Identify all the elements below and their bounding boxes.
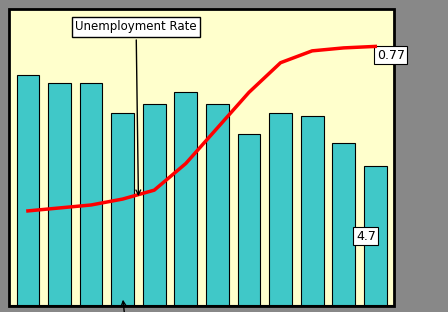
- Bar: [111, 113, 134, 306]
- Bar: [332, 143, 355, 306]
- Bar: [301, 116, 323, 306]
- Bar: [48, 83, 71, 306]
- Bar: [80, 83, 103, 306]
- Bar: [237, 134, 260, 306]
- Bar: [174, 92, 197, 306]
- Text: 0.77: 0.77: [377, 49, 405, 62]
- Bar: [364, 166, 387, 306]
- Bar: [17, 75, 39, 306]
- Text: Ratio of Active Job
Openings to Applicants: Ratio of Active Job Openings to Applican…: [66, 301, 203, 312]
- Bar: [143, 104, 166, 306]
- Bar: [269, 113, 292, 306]
- Text: 4.7: 4.7: [356, 230, 376, 243]
- Text: Unemployment Rate: Unemployment Rate: [75, 20, 197, 195]
- Bar: [206, 104, 229, 306]
- Bar: [9, 9, 394, 306]
